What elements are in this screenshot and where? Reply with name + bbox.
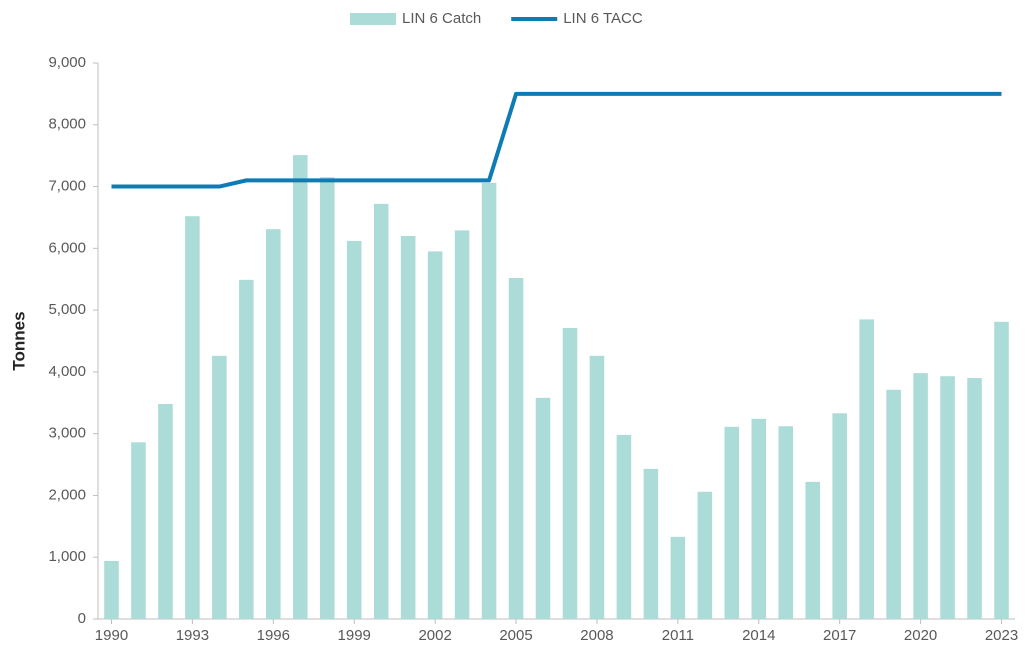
bar xyxy=(832,413,847,619)
bar xyxy=(239,279,254,619)
x-tick-label: 2020 xyxy=(904,627,937,644)
bar xyxy=(535,397,551,619)
bar xyxy=(643,468,659,619)
legend-label: LIN 6 TACC xyxy=(563,10,643,27)
legend-label: LIN 6 Catch xyxy=(402,10,481,27)
x-tick-label: 1999 xyxy=(338,627,371,644)
x-tick-label: 2005 xyxy=(499,627,532,644)
x-tick-label: 2014 xyxy=(742,627,775,644)
y-tick-label: 7,000 xyxy=(48,178,86,195)
bar xyxy=(751,418,767,619)
bar xyxy=(185,216,200,619)
bar xyxy=(994,321,1009,619)
x-tick-label: 1990 xyxy=(95,627,128,644)
x-tick-label: 2008 xyxy=(580,627,613,644)
bar xyxy=(158,404,173,619)
bar xyxy=(670,536,686,619)
bar xyxy=(805,481,821,619)
y-axis-title: Tonnes xyxy=(9,311,28,370)
bar xyxy=(104,560,119,619)
bar xyxy=(886,389,901,619)
bar xyxy=(427,251,443,619)
y-tick-label: 1,000 xyxy=(48,548,86,565)
y-tick-label: 9,000 xyxy=(48,54,86,71)
x-tick-label: 2011 xyxy=(662,627,694,644)
y-tick-label: 2,000 xyxy=(48,486,86,503)
bar xyxy=(454,230,470,619)
x-tick-label: 1993 xyxy=(176,627,209,644)
y-tick-label: 5,000 xyxy=(48,301,86,318)
bar xyxy=(292,155,308,619)
bar xyxy=(400,235,416,619)
bar xyxy=(967,378,982,619)
bar xyxy=(724,426,740,619)
bar xyxy=(373,203,389,619)
bar xyxy=(212,355,227,619)
y-tick-label: 0 xyxy=(78,610,86,627)
bar xyxy=(319,177,335,620)
bar xyxy=(562,328,578,619)
y-tick-label: 8,000 xyxy=(48,116,86,133)
y-tick-label: 3,000 xyxy=(48,425,86,442)
bar xyxy=(697,491,713,619)
bar xyxy=(616,434,632,619)
x-tick-label: 2023 xyxy=(985,627,1018,644)
bar xyxy=(346,240,362,620)
x-tick-label: 1996 xyxy=(257,627,290,644)
x-tick-label: 2002 xyxy=(418,627,451,644)
bar xyxy=(131,442,146,619)
bar xyxy=(940,376,955,619)
x-tick-label: 2017 xyxy=(823,627,856,644)
y-tick-label: 6,000 xyxy=(48,239,86,256)
legend-swatch xyxy=(350,13,396,25)
bar xyxy=(481,182,497,620)
bar xyxy=(859,319,874,619)
bar xyxy=(266,229,281,619)
line xyxy=(111,91,1002,189)
y-tick-label: 4,000 xyxy=(48,363,86,380)
bar xyxy=(508,277,524,619)
bar xyxy=(778,426,794,619)
bar xyxy=(589,355,605,619)
bar xyxy=(913,373,928,619)
